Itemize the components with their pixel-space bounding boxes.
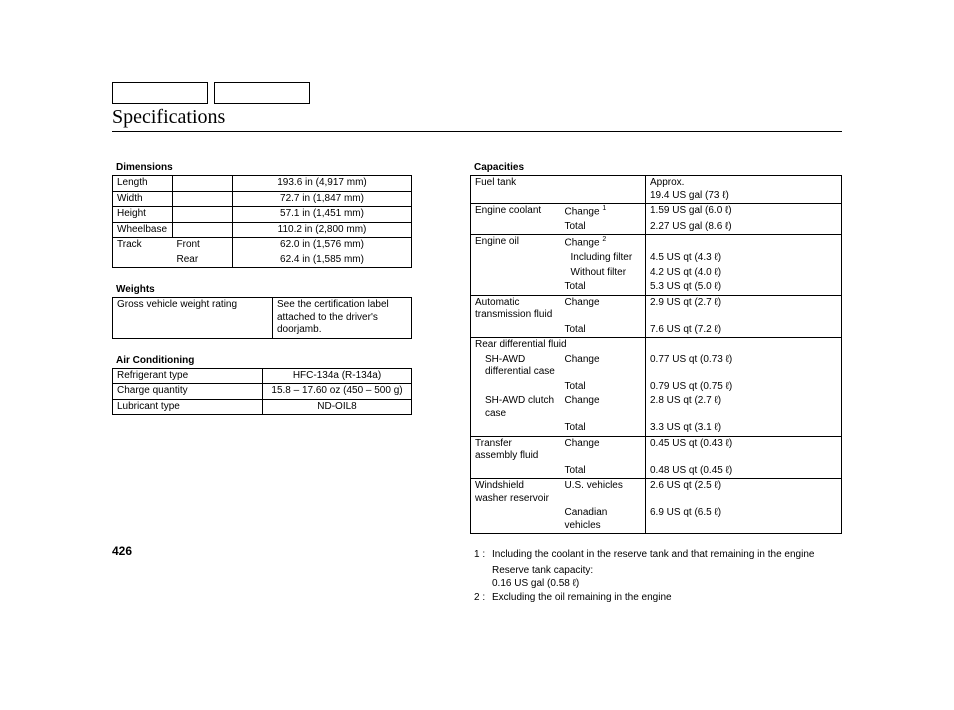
clutch-total-val: 3.3 US qt (3.1 ℓ) (646, 421, 842, 436)
atf-change-label: Change (561, 295, 646, 323)
ac-charge-val: 15.8 – 17.60 oz (450 – 500 g) (263, 384, 412, 400)
dimensions-header: Dimensions (112, 160, 412, 175)
fuel-label: Fuel tank (471, 176, 561, 204)
weights-table: Gross vehicle weight ratingSee the certi… (112, 297, 412, 339)
diffcase-label: SH-AWD differential case (471, 353, 561, 380)
ac-table: Refrigerant typeHFC-134a (R-134a) Charge… (112, 368, 412, 416)
washer-us-label: U.S. vehicles (561, 479, 646, 507)
oil-exc-label: Without filter (561, 266, 646, 281)
transfer-total-label: Total (561, 464, 646, 479)
footnotes: 1 : Including the coolant in the reserve… (470, 548, 842, 604)
tab-box-2 (214, 82, 310, 104)
dimensions-table: Length 193.6 in (4,917 mm) Width 72.7 in (… (112, 175, 412, 268)
weights-header: Weights (112, 282, 412, 297)
clutch-change-val: 2.8 US qt (2.7 ℓ) (646, 394, 842, 421)
clutch-label: SH-AWD clutch case (471, 394, 561, 421)
dim-track-front-label: Front (173, 238, 233, 253)
transfer-change-label: Change (561, 436, 646, 464)
weight-label: Gross vehicle weight rating (113, 298, 273, 339)
ac-charge-label: Charge quantity (113, 384, 263, 400)
oil-total-label: Total (561, 280, 646, 295)
ac-refrigerant-label: Refrigerant type (113, 368, 263, 384)
washer-ca-val: 6.9 US qt (6.5 ℓ) (646, 506, 842, 534)
clutch-total-label: Total (561, 421, 646, 436)
oil-exc-val: 4.2 US qt (4.0 ℓ) (646, 266, 842, 281)
dim-track-label: Track (113, 238, 173, 253)
ac-lube-label: Lubricant type (113, 399, 263, 415)
dim-width-label: Width (113, 191, 173, 207)
oil-change-label: Change 2 (561, 235, 646, 251)
transfer-label: Transfer assembly fluid (471, 436, 561, 464)
footnote-2-text: Excluding the oil remaining in the engin… (492, 591, 672, 605)
oil-inc-val: 4.5 US qt (4.3 ℓ) (646, 251, 842, 266)
page-title: Specifications (112, 106, 842, 132)
atf-change-val: 2.9 US qt (2.7 ℓ) (646, 295, 842, 323)
diffcase-change-val: 0.77 US qt (0.73 ℓ) (646, 353, 842, 380)
transfer-change-val: 0.45 US qt (0.43 ℓ) (646, 436, 842, 464)
washer-label: Windshield washer reservoir (471, 479, 561, 507)
footnote-1-num: 1 : (474, 548, 488, 562)
atf-label: Automatic transmission fluid (471, 295, 561, 323)
dim-length-label: Length (113, 176, 173, 192)
coolant-change-label: Change 1 (561, 204, 646, 220)
oil-inc-label: Including filter (561, 251, 646, 266)
ac-refrigerant-val: HFC-134a (R-134a) (263, 368, 412, 384)
oil-total-val: 5.3 US qt (5.0 ℓ) (646, 280, 842, 295)
dim-track-front-val: 62.0 in (1,576 mm) (233, 238, 412, 253)
footnote-1-text: Including the coolant in the reserve tan… (492, 548, 814, 562)
tab-boxes (112, 82, 842, 104)
diffcase-total-val: 0.79 US qt (0.75 ℓ) (646, 380, 842, 395)
washer-us-val: 2.6 US qt (2.5 ℓ) (646, 479, 842, 507)
coolant-total-label: Total (561, 220, 646, 235)
tab-box-1 (112, 82, 208, 104)
washer-ca-label: Canadian vehicles (561, 506, 646, 534)
ac-header: Air Conditioning (112, 353, 412, 368)
fuel-value: Approx. 19.4 US gal (73 ℓ) (646, 176, 842, 204)
dim-track-rear-label: Rear (173, 253, 233, 268)
dim-wheelbase-label: Wheelbase (113, 222, 173, 238)
dim-height-label: Height (113, 207, 173, 223)
coolant-total-val: 2.27 US gal (8.6 ℓ) (646, 220, 842, 235)
atf-total-val: 7.6 US qt (7.2 ℓ) (646, 323, 842, 338)
diffcase-change-label: Change (561, 353, 646, 380)
clutch-change-label: Change (561, 394, 646, 421)
oil-label: Engine oil (471, 235, 561, 251)
page-number: 426 (112, 544, 132, 558)
capacities-header: Capacities (470, 160, 842, 175)
dim-wheelbase-val: 110.2 in (2,800 mm) (233, 222, 412, 238)
atf-total-label: Total (561, 323, 646, 338)
coolant-change-val: 1.59 US gal (6.0 ℓ) (646, 204, 842, 220)
diffcase-total-label: Total (561, 380, 646, 395)
capacities-table: Fuel tank Approx. 19.4 US gal (73 ℓ) Eng… (470, 175, 842, 534)
dim-height-val: 57.1 in (1,451 mm) (233, 207, 412, 223)
dim-length-val: 193.6 in (4,917 mm) (233, 176, 412, 192)
rear-diff-header: Rear differential fluid (471, 338, 646, 353)
ac-lube-val: ND-OIL8 (263, 399, 412, 415)
footnote-2-num: 2 : (474, 591, 488, 605)
weight-value: See the certification label attached to … (273, 298, 412, 339)
transfer-total-val: 0.48 US qt (0.45 ℓ) (646, 464, 842, 479)
footnote-1-sub1: Reserve tank capacity: (474, 564, 842, 578)
dim-track-rear-val: 62.4 in (1,585 mm) (233, 253, 412, 268)
dim-width-val: 72.7 in (1,847 mm) (233, 191, 412, 207)
footnote-1-sub2: 0.16 US gal (0.58 ℓ) (474, 577, 842, 591)
coolant-label: Engine coolant (471, 204, 561, 220)
